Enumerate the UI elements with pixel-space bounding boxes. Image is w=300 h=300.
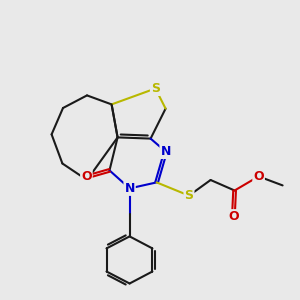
Text: N: N [124,182,135,195]
Text: O: O [81,170,92,184]
Text: O: O [253,170,264,183]
Text: N: N [160,145,171,158]
Text: S: S [184,189,194,202]
Text: S: S [151,82,160,95]
Text: O: O [228,210,239,223]
